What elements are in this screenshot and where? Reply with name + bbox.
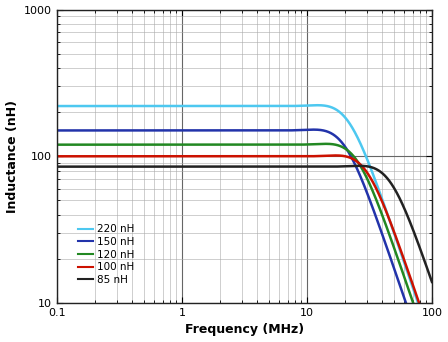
220 nH bbox=[418, 310, 424, 314]
100 nH bbox=[418, 307, 424, 311]
120 nH bbox=[350, 153, 355, 157]
220 nH bbox=[227, 104, 232, 108]
100 nH bbox=[54, 154, 60, 158]
85 nH bbox=[357, 164, 362, 168]
Line: 120 nH: 120 nH bbox=[57, 144, 432, 342]
150 nH bbox=[237, 128, 242, 132]
85 nH bbox=[418, 249, 424, 253]
100 nH bbox=[333, 154, 338, 158]
220 nH bbox=[314, 103, 320, 107]
85 nH bbox=[54, 165, 60, 169]
150 nH bbox=[311, 128, 316, 132]
220 nH bbox=[418, 310, 424, 314]
100 nH bbox=[350, 157, 355, 161]
120 nH bbox=[73, 143, 79, 147]
85 nH bbox=[429, 280, 435, 284]
85 nH bbox=[418, 250, 424, 254]
85 nH bbox=[227, 165, 232, 169]
120 nH bbox=[227, 143, 232, 147]
150 nH bbox=[227, 128, 232, 132]
Line: 220 nH: 220 nH bbox=[57, 105, 432, 342]
Legend: 220 nH, 150 nH, 120 nH, 100 nH, 85 nH: 220 nH, 150 nH, 120 nH, 100 nH, 85 nH bbox=[73, 220, 139, 289]
120 nH bbox=[237, 143, 242, 147]
100 nH bbox=[227, 154, 232, 158]
120 nH bbox=[54, 143, 60, 147]
100 nH bbox=[418, 307, 424, 311]
Y-axis label: Inductance (nH): Inductance (nH) bbox=[5, 100, 18, 213]
Line: 100 nH: 100 nH bbox=[57, 156, 432, 340]
120 nH bbox=[418, 324, 424, 328]
X-axis label: Frequency (MHz): Frequency (MHz) bbox=[185, 324, 304, 337]
150 nH bbox=[73, 128, 79, 132]
220 nH bbox=[350, 126, 355, 130]
120 nH bbox=[418, 325, 424, 329]
100 nH bbox=[429, 338, 435, 342]
150 nH bbox=[54, 128, 60, 132]
85 nH bbox=[349, 164, 355, 168]
220 nH bbox=[237, 104, 242, 108]
100 nH bbox=[237, 154, 242, 158]
85 nH bbox=[73, 165, 79, 169]
Line: 150 nH: 150 nH bbox=[57, 130, 432, 342]
85 nH bbox=[237, 165, 242, 169]
220 nH bbox=[73, 104, 79, 108]
150 nH bbox=[350, 157, 355, 161]
100 nH bbox=[73, 154, 79, 158]
Line: 85 nH: 85 nH bbox=[57, 166, 432, 282]
220 nH bbox=[54, 104, 60, 108]
120 nH bbox=[323, 142, 328, 146]
